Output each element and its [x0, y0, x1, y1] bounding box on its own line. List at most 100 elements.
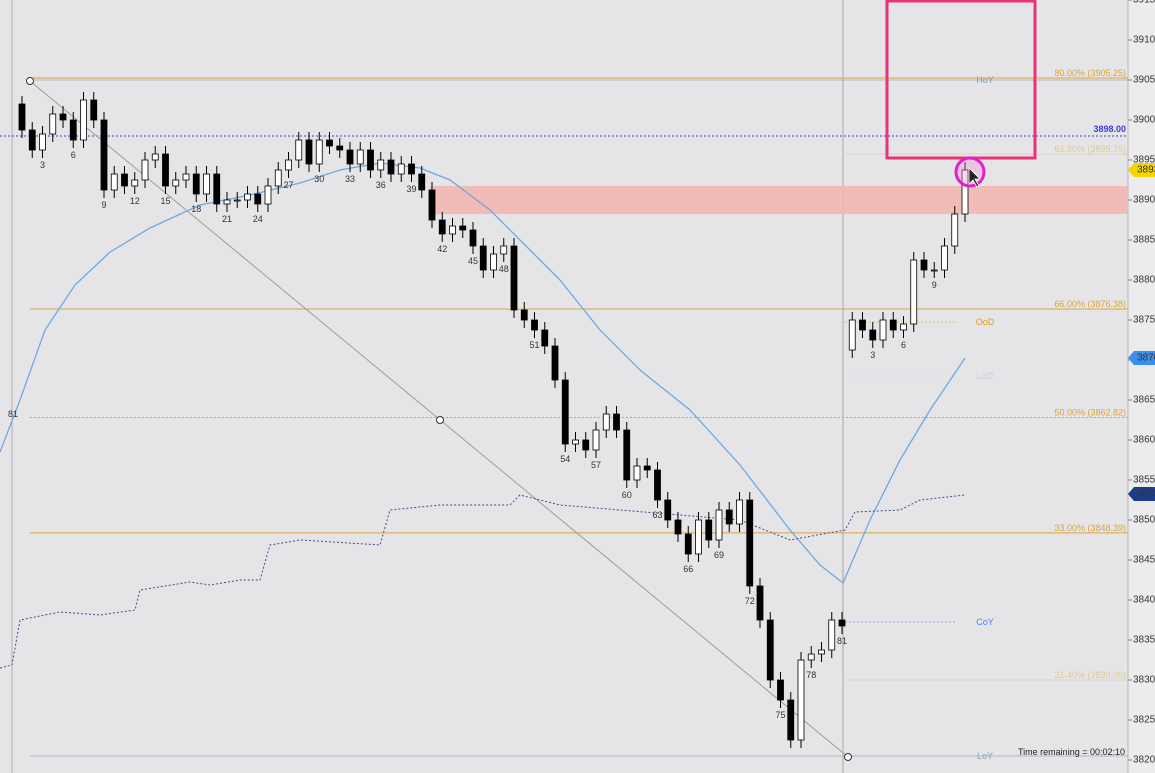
y-tick-label: 3885 — [1133, 235, 1155, 246]
y-tick-label: 3880 — [1133, 275, 1155, 286]
bar-number: 42 — [437, 244, 447, 254]
candle-body — [838, 619, 846, 627]
level-label: 50.00% (3862.82) — [1054, 407, 1126, 417]
bar-number: 3 — [870, 350, 875, 360]
candle-body — [613, 413, 620, 431]
bar-number: 9 — [101, 200, 106, 210]
bar-number: 3 — [40, 160, 45, 170]
price-tag — [1128, 351, 1155, 365]
bar-number: 69 — [714, 550, 724, 560]
candle-body — [941, 245, 948, 271]
candle-body — [859, 319, 866, 331]
candle-body — [39, 133, 46, 151]
bar-number: 75 — [775, 710, 785, 720]
candle-body — [787, 699, 795, 741]
resistance-zone — [430, 186, 1128, 214]
candle-body — [736, 499, 743, 525]
bar-number: 39 — [406, 184, 416, 194]
candle-body — [479, 245, 487, 271]
time-remaining: Time remaining = 00:02:10 — [1018, 747, 1125, 757]
bar-number: 81 — [837, 636, 847, 646]
bar-number: 63 — [652, 510, 662, 520]
candle-body — [592, 429, 600, 451]
candle-body — [961, 169, 969, 215]
level-label: 31.40% (3830.00) — [1054, 670, 1126, 680]
candle-body — [121, 173, 128, 187]
candle-body — [695, 519, 702, 555]
bar-number: 45 — [468, 256, 478, 266]
bar-number: 21 — [222, 214, 232, 224]
bar-number: 9 — [932, 280, 937, 290]
candle-body — [223, 199, 231, 205]
candle-body — [80, 99, 87, 141]
y-tick-label: 3835 — [1133, 635, 1155, 646]
candle-body — [438, 219, 446, 235]
y-tick-label: 3900 — [1133, 115, 1155, 126]
bar-number: 24 — [253, 214, 263, 224]
candle-body — [623, 429, 631, 481]
y-tick-label: 3915 — [1133, 0, 1155, 6]
level-label: 33.00% (3848.39) — [1054, 523, 1126, 533]
level-label: 80.00% (3905.25) — [1054, 68, 1126, 78]
candle-body — [244, 193, 251, 201]
y-tick-label: 3860 — [1133, 435, 1155, 446]
candle-body — [28, 129, 36, 151]
bar-number: 33 — [345, 174, 355, 184]
candle-body — [18, 103, 26, 131]
key-level-label: OoD — [976, 317, 995, 327]
cursor — [968, 167, 981, 188]
candle-body — [274, 169, 282, 187]
key-level-label: CoY — [976, 617, 994, 627]
candle-body — [59, 113, 67, 121]
zones — [430, 186, 1128, 214]
candle-body — [900, 323, 907, 331]
candle-body — [602, 413, 610, 431]
candle-body — [848, 319, 856, 351]
annotation-box — [885, 0, 1037, 160]
candle-body — [418, 173, 426, 191]
candle-body — [192, 173, 200, 195]
y-tick-label: 3820 — [1133, 755, 1155, 766]
key-level-label: LoD — [977, 371, 994, 381]
candle-body — [500, 245, 508, 255]
candle-body — [582, 439, 590, 451]
candle-body — [684, 533, 692, 555]
candle-body — [746, 499, 754, 587]
y-tick-label: 3910 — [1133, 35, 1155, 46]
candle-body — [766, 619, 774, 681]
candle-body — [725, 509, 733, 525]
candle-body — [633, 465, 641, 481]
bar-number: 27 — [283, 180, 293, 190]
candle-body — [910, 259, 918, 325]
candle-body — [100, 119, 108, 191]
candle-body — [951, 213, 959, 247]
candle-body — [295, 139, 303, 161]
candle-body — [182, 173, 190, 181]
candle-body — [715, 509, 723, 541]
candle-body — [469, 229, 477, 247]
candle-body — [356, 149, 364, 165]
trend-anchor — [844, 753, 852, 761]
candle-body — [213, 173, 221, 205]
candle-body — [367, 149, 374, 171]
candle-body — [520, 309, 528, 321]
y-tick-label: 3890 — [1133, 195, 1155, 206]
y-tick-label: 3895 — [1133, 155, 1155, 166]
candle-body — [162, 153, 169, 187]
levels: 80.00% (3905.25) 61.80% (3895.75) 66.00% (… — [0, 68, 1128, 761]
y-tick-label: 3845 — [1133, 555, 1155, 566]
candle-body — [408, 163, 415, 175]
candle-body — [449, 225, 456, 235]
candle-body — [377, 159, 385, 171]
candle-body — [387, 159, 395, 175]
vwap-line — [0, 494, 966, 669]
price-tag-label: 3853.25 — [1137, 489, 1155, 500]
candle-body — [756, 585, 764, 621]
bar-number: 15 — [160, 196, 170, 206]
moving-average — [0, 162, 966, 585]
candle-body — [828, 619, 836, 651]
candle-body — [131, 179, 139, 187]
candle-body — [397, 163, 405, 175]
candle-body — [459, 225, 467, 231]
